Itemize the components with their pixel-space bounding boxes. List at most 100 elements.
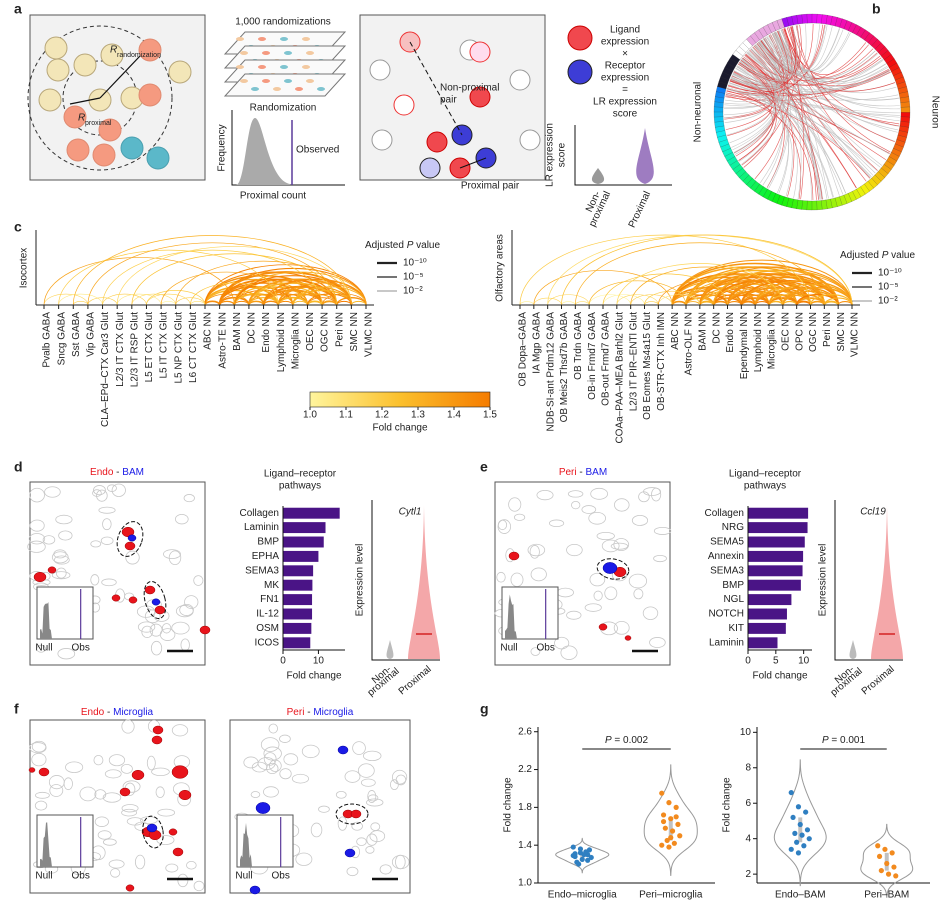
label: pair (440, 95, 457, 106)
interaction-arc (575, 301, 590, 306)
panel-title: Endo - BAM (90, 467, 144, 478)
cell-outline (93, 755, 104, 766)
chord (733, 58, 776, 90)
cell-outline (593, 590, 603, 601)
cell-outline (497, 519, 512, 534)
cell-outline (560, 645, 578, 660)
label: Expression level (355, 544, 366, 617)
schematic-box (359, 14, 546, 181)
chord (738, 63, 777, 168)
cell-outline (155, 786, 165, 799)
cell-outline (318, 805, 330, 813)
pair-outline (335, 803, 369, 825)
interaction-arc (588, 294, 631, 306)
point (666, 800, 672, 806)
cell-outline (102, 518, 112, 531)
label: OEC NN (780, 312, 791, 351)
interaction-arc (727, 273, 853, 306)
legend-receptor (567, 59, 593, 85)
chord (772, 33, 821, 200)
label: 10 (740, 727, 752, 738)
point (792, 830, 798, 836)
chord (758, 42, 896, 92)
cell-outline (567, 490, 584, 498)
chord (750, 48, 857, 189)
cell-outline (496, 571, 506, 583)
bar (283, 507, 340, 519)
cell (426, 131, 448, 153)
point (666, 844, 672, 850)
inset-hist (240, 822, 252, 867)
chord (775, 28, 840, 72)
label: a (14, 1, 22, 17)
cell-outline (614, 498, 630, 512)
title-part: - (577, 467, 586, 478)
chord (728, 82, 881, 168)
cell-red (624, 635, 632, 641)
label: Peri–BAM (864, 890, 909, 901)
cell-outline (168, 550, 182, 566)
cell-outline (177, 873, 189, 888)
pair-outline (143, 580, 167, 620)
label: 1.0 (518, 878, 532, 889)
title-part: BAM (122, 467, 144, 478)
inset-hist (40, 822, 52, 867)
cell-outline (184, 595, 199, 609)
point (675, 821, 681, 827)
chord (742, 57, 900, 125)
label: SEMA3 (710, 565, 744, 576)
point (671, 840, 677, 846)
interaction-arc (698, 300, 715, 306)
label: Vip GABA (86, 312, 97, 357)
point (875, 843, 881, 849)
cell-outline (193, 575, 204, 586)
point (660, 818, 667, 825)
cell-outline (141, 625, 153, 638)
chord (784, 28, 881, 79)
cell-red (38, 767, 50, 777)
cell (419, 157, 441, 179)
cell-outline (301, 744, 320, 759)
cell-outline (104, 769, 122, 779)
interaction-arc (727, 287, 798, 306)
cell-outline (151, 767, 170, 776)
cell-outline (51, 571, 71, 580)
cell-outline (268, 723, 278, 734)
point (669, 828, 676, 834)
label: 1.3 (411, 410, 425, 421)
cell-outline (36, 644, 46, 653)
cell-outline (279, 768, 292, 780)
cell-outline (122, 780, 141, 793)
cell-outline (596, 531, 615, 541)
cell-outline (102, 838, 117, 846)
cell-outline (121, 719, 135, 734)
cell-blue (337, 745, 349, 755)
cell-outline (161, 623, 172, 634)
label: Non-neuronal (693, 82, 704, 143)
annotation-part: = 0.002 (612, 735, 649, 746)
cell-outline (157, 808, 176, 817)
label: = (622, 85, 628, 96)
chord (764, 24, 820, 72)
dot (262, 51, 270, 55)
point (795, 850, 802, 856)
point (790, 814, 796, 821)
interaction-arc (602, 294, 645, 306)
cell-outline (65, 761, 84, 773)
cell-outline (165, 863, 179, 873)
dot (280, 37, 288, 41)
cell-outline (108, 859, 125, 869)
cell-outline (156, 835, 175, 846)
cell-outline (365, 846, 375, 854)
point (799, 832, 805, 838)
dot (302, 65, 310, 69)
title-part: Microglia (113, 707, 153, 718)
chord (727, 60, 884, 96)
cell-outline (283, 753, 299, 766)
chord (725, 95, 814, 200)
cell-outline (590, 487, 609, 500)
ring-segment (806, 13, 813, 24)
cell-outline (370, 822, 381, 831)
cell (100, 43, 124, 67)
